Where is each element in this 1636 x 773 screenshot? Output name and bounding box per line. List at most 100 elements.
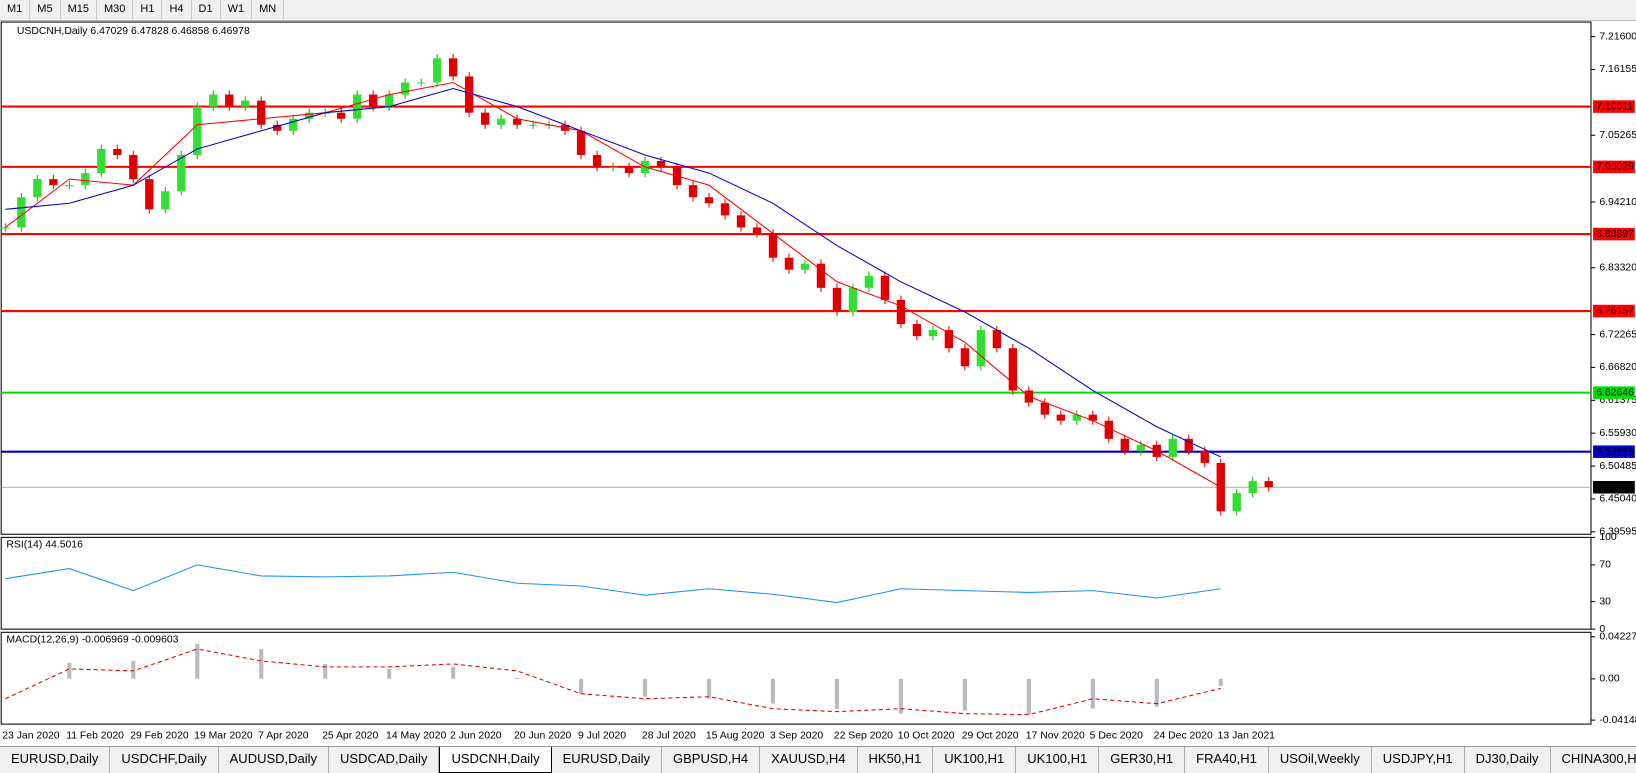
rsi-title: RSI(14) 44.5016: [6, 539, 83, 550]
timeframe-button[interactable]: M1: [0, 0, 30, 20]
macd-bar: [1091, 679, 1095, 709]
candle: [689, 185, 697, 197]
y-tick-label: 7.16155: [1599, 64, 1636, 75]
candle: [65, 185, 73, 186]
candle: [1217, 463, 1225, 511]
y-tick-label: 6.94210: [1599, 197, 1636, 208]
level-label: 7.00029: [1596, 162, 1634, 173]
y-tick-label: 6.83320: [1599, 263, 1636, 274]
level-label: 7.10011: [1596, 101, 1633, 112]
candle: [849, 288, 857, 312]
chart-tab[interactable]: USDCAD,Daily: [329, 747, 439, 773]
main-frame: [1, 22, 1591, 534]
macd-frame: [1, 632, 1591, 724]
candle: [785, 258, 793, 270]
chart-tab[interactable]: FRA40,H1: [1185, 747, 1269, 773]
candle: [609, 167, 617, 168]
x-tick-label: 29 Oct 2020: [962, 730, 1019, 741]
timeframe-button[interactable]: MN: [252, 0, 284, 20]
candle: [449, 58, 457, 76]
candle: [833, 288, 841, 312]
chart-tab[interactable]: GER30,H1: [1099, 747, 1185, 773]
candle: [209, 95, 217, 107]
chart-tab[interactable]: USDCNH,Daily: [439, 747, 551, 773]
candle: [993, 330, 1001, 348]
candle: [49, 179, 57, 185]
candle: [497, 119, 505, 125]
chart-tab[interactable]: EURUSD,Daily: [552, 747, 662, 773]
x-tick-label: 19 Mar 2020: [194, 730, 253, 741]
macd-title: MACD(12,26,9) -0.006969 -0.009603: [6, 634, 178, 645]
timeframe-button[interactable]: M5: [30, 0, 60, 20]
macd-bar: [451, 667, 455, 679]
timeframe-button[interactable]: M15: [61, 0, 97, 20]
x-tick-label: 5 Dec 2020: [1090, 730, 1144, 741]
chart-tab[interactable]: USDJPY,H1: [1372, 747, 1465, 773]
x-tick-label: 11 Feb 2020: [66, 730, 124, 741]
y-tick-label: 6.45040: [1599, 494, 1636, 505]
x-tick-label: 28 Jul 2020: [642, 730, 696, 741]
candle: [977, 330, 985, 366]
x-tick-label: 3 Sep 2020: [770, 730, 824, 741]
chart-tab[interactable]: UK100,H1: [933, 747, 1016, 773]
candle: [225, 95, 233, 107]
chart-tab[interactable]: UK100,H1: [1016, 747, 1099, 773]
chart-title: USDCNH,Daily 6.47029 6.47828 6.46858 6.4…: [17, 26, 250, 37]
candle: [1233, 493, 1241, 511]
level-label: 6.46978: [1596, 482, 1634, 493]
candle: [369, 95, 377, 107]
candle: [257, 101, 265, 125]
x-tick-label: 10 Oct 2020: [898, 730, 955, 741]
x-tick-label: 14 May 2020: [386, 730, 446, 741]
candle: [337, 113, 345, 119]
candle: [417, 82, 425, 83]
chart-tab[interactable]: XAUUSD,H4: [760, 747, 857, 773]
candle: [897, 300, 905, 324]
macd-bar: [1219, 679, 1223, 686]
candle: [961, 348, 969, 366]
candle: [625, 167, 633, 173]
candle: [865, 276, 873, 288]
chart-tab[interactable]: DJ30,Daily: [1465, 747, 1551, 773]
chart-tab[interactable]: AUDUSD,Daily: [219, 747, 329, 773]
level-label: 6.88897: [1596, 229, 1634, 240]
y-tick-label: 0.00: [1599, 674, 1619, 685]
y-tick-label: 7.21600: [1599, 31, 1636, 42]
candle: [481, 113, 489, 125]
timeframe-button[interactable]: H1: [133, 0, 162, 20]
x-tick-label: 15 Aug 2020: [706, 730, 765, 741]
timeframe-button[interactable]: H4: [162, 0, 191, 20]
timeframe-button[interactable]: M30: [97, 0, 133, 20]
y-tick-label: 30: [1599, 596, 1611, 607]
candle: [241, 101, 249, 107]
x-tick-label: 24 Dec 2020: [1154, 730, 1213, 741]
chart-tab[interactable]: HK50,H1: [858, 747, 934, 773]
candle: [353, 95, 361, 119]
macd-bar: [515, 678, 519, 679]
candle: [753, 227, 761, 233]
candle: [769, 233, 777, 257]
chart-tab[interactable]: CHINA300,H1: [1551, 747, 1636, 773]
candle: [113, 149, 121, 155]
x-tick-label: 29 Feb 2020: [130, 730, 189, 741]
chart-tab[interactable]: USOil,Weekly: [1269, 747, 1372, 773]
chart-tab[interactable]: GBPUSD,H4: [662, 747, 760, 773]
y-tick-label: 6.55930: [1599, 428, 1636, 439]
candle: [1009, 348, 1017, 390]
y-tick-label: 6.72265: [1599, 329, 1636, 340]
chart-tab[interactable]: USDCHF,Daily: [110, 747, 218, 773]
chart-tab[interactable]: EURUSD,Daily: [0, 747, 110, 773]
x-tick-label: 25 Apr 2020: [322, 730, 378, 741]
candle: [1265, 481, 1273, 487]
x-tick-label: 20 Jun 2020: [514, 730, 572, 741]
timeframe-button[interactable]: W1: [221, 0, 253, 20]
timeframe-button[interactable]: D1: [192, 0, 221, 20]
candle: [1057, 415, 1065, 421]
candle: [593, 155, 601, 167]
level-label: 6.76157: [1596, 306, 1634, 317]
macd-bar: [67, 663, 71, 679]
candle: [737, 215, 745, 227]
candle: [401, 82, 409, 94]
macd-bar: [323, 664, 327, 679]
